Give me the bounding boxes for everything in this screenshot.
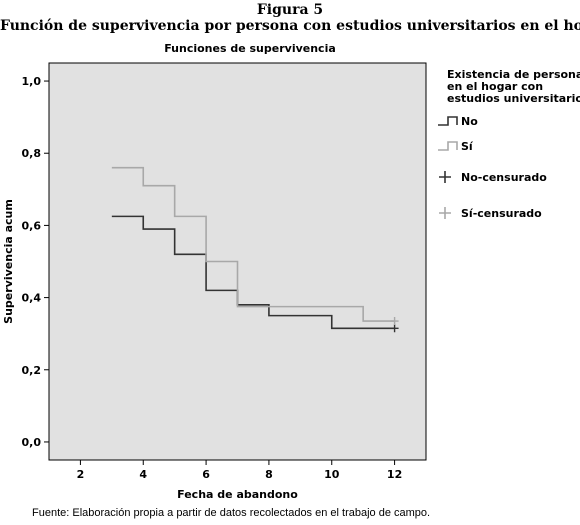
legend-title: en el hogar con bbox=[447, 80, 543, 93]
figure-source: Fuente: Elaboración propia a partir de d… bbox=[32, 507, 431, 519]
y-tick-label: 0,2 bbox=[22, 364, 42, 377]
censored-marker bbox=[390, 317, 399, 326]
survival-line-no bbox=[111, 215, 395, 330]
legend-title: Existencia de personas bbox=[447, 68, 580, 81]
y-axis-title: Supervivencia acum bbox=[2, 199, 15, 324]
x-tick-label: 2 bbox=[77, 468, 85, 481]
legend-label: Sí bbox=[461, 140, 474, 153]
x-tick-label: 10 bbox=[324, 468, 340, 481]
survival-line-s- bbox=[111, 166, 395, 322]
x-tick-label: 12 bbox=[387, 468, 402, 481]
y-tick-label: 0,0 bbox=[22, 436, 42, 449]
x-tick-label: 4 bbox=[139, 468, 147, 481]
figure-title: Función de supervivencia por persona con… bbox=[0, 18, 580, 34]
censored-marker bbox=[390, 324, 399, 333]
x-tick-label: 8 bbox=[265, 468, 273, 481]
legend-label: No-censurado bbox=[461, 171, 547, 184]
legend-label: Sí-censurado bbox=[461, 207, 542, 220]
chart-title: Funciones de supervivencia bbox=[164, 42, 336, 55]
legend-swatch-no bbox=[438, 116, 458, 126]
y-tick-label: 0,8 bbox=[22, 147, 42, 160]
legend-label: No bbox=[461, 115, 478, 128]
x-tick-label: 6 bbox=[202, 468, 210, 481]
legend-swatch-s-censurado bbox=[439, 207, 451, 219]
legend-swatch-s- bbox=[438, 141, 458, 151]
y-tick-label: 0,6 bbox=[22, 219, 42, 232]
legend-title: estudios universitarios bbox=[447, 92, 580, 105]
figure-label: Figura 5 bbox=[256, 2, 324, 18]
y-tick-label: 0,4 bbox=[22, 292, 42, 305]
x-axis-title: Fecha de abandono bbox=[177, 488, 298, 501]
legend-swatch-no-censurado bbox=[439, 171, 451, 183]
y-tick-label: 1,0 bbox=[22, 75, 42, 88]
